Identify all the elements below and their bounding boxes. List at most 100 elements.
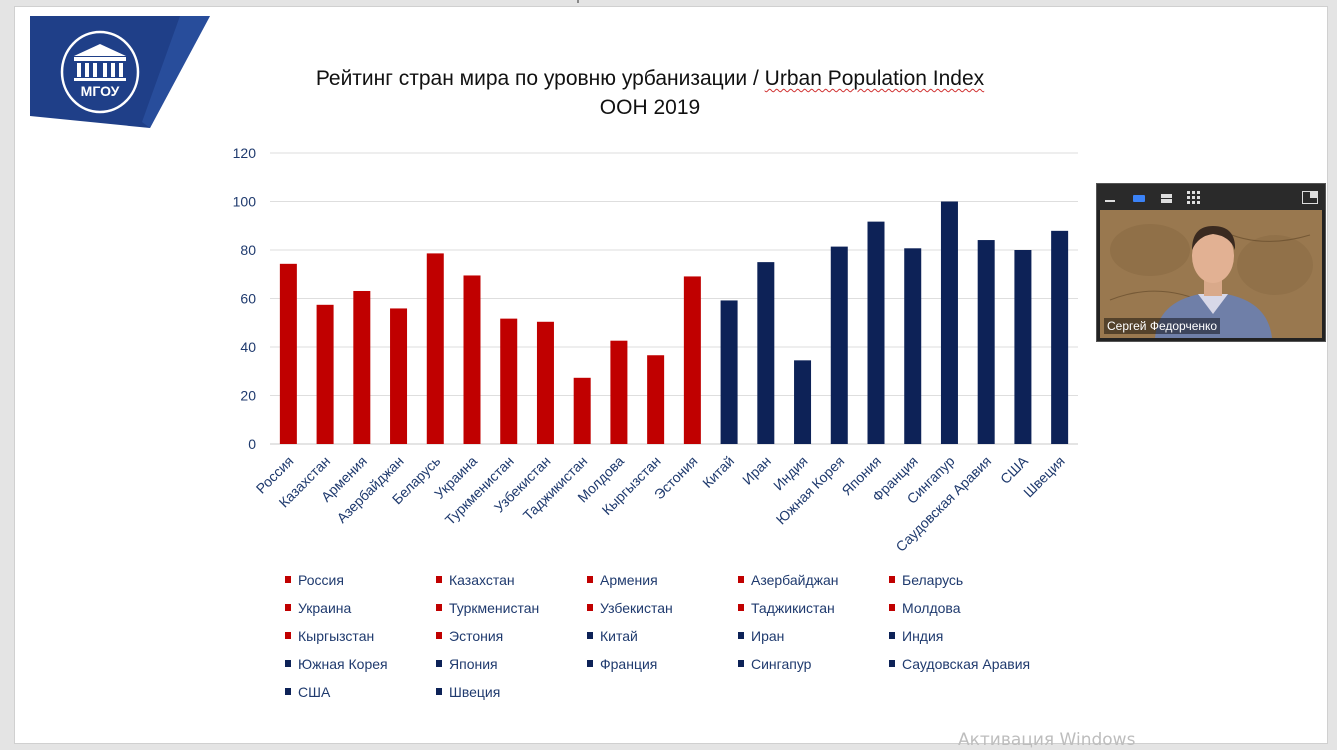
legend-item: Швеция: [436, 684, 500, 700]
legend-item: США: [285, 684, 330, 700]
university-logo: МГОУ: [30, 16, 210, 128]
bar-12: [683, 276, 701, 444]
bar-10: [610, 340, 628, 444]
legend-swatch: [285, 575, 291, 583]
speaker-view-icon[interactable]: [1133, 195, 1145, 202]
legend-swatch: [436, 575, 442, 583]
legend-swatch: [587, 603, 593, 611]
legend-swatch: [285, 687, 291, 695]
legend-swatch: [285, 603, 291, 611]
minimize-icon[interactable]: [1105, 200, 1115, 202]
legend-item: Южная Корея: [285, 656, 388, 672]
bar-20: [977, 240, 995, 444]
chart-title: Рейтинг стран мира по уровню урбанизации…: [230, 64, 1070, 122]
legend-swatch: [738, 631, 744, 639]
bar-15: [794, 360, 812, 444]
chart-x-ticks: РоссияКазахстанАрменияАзербайджанБеларус…: [253, 452, 1068, 554]
legend-swatch: [587, 659, 593, 667]
legend-swatch: [285, 659, 291, 667]
legend-label: Китай: [600, 628, 638, 644]
legend-item: Украина: [285, 600, 351, 616]
legend-swatch: [889, 603, 895, 611]
legend-swatch: [436, 659, 442, 667]
legend-swatch: [587, 575, 593, 583]
legend-item: Армения: [587, 572, 658, 588]
slide: [14, 6, 1328, 744]
chart-bars: [279, 201, 1069, 444]
legend-label: Беларусь: [902, 572, 964, 588]
legend-item: Индия: [889, 628, 943, 644]
logo-text: МГОУ: [81, 83, 120, 99]
legend-item: Франция: [587, 656, 657, 672]
x-tick-label: Китай: [699, 453, 737, 491]
legend-item: Сингапур: [738, 656, 811, 672]
x-tick-label: Иран: [739, 453, 774, 488]
legend-label: Индия: [902, 628, 944, 644]
legend-swatch: [738, 575, 744, 583]
participant-video: Сергей Федорченко: [1100, 210, 1322, 338]
bar-6: [463, 275, 481, 444]
legend-swatch: [436, 603, 442, 611]
legend-item: Узбекистан: [587, 600, 673, 616]
legend-label: Эстония: [449, 628, 504, 644]
legend-item: Кыргызстан: [285, 628, 374, 644]
bar-22: [1051, 230, 1069, 444]
windows-activation-watermark: Активация Windows: [958, 730, 1136, 750]
bar-3: [353, 290, 371, 444]
legend-item: Казахстан: [436, 572, 515, 588]
legend-item: Саудовская Аравия: [889, 656, 1030, 672]
exit-fullscreen-icon[interactable]: [1302, 191, 1318, 204]
legend-item: Эстония: [436, 628, 503, 644]
legend-label: Сингапур: [751, 656, 812, 672]
legend-label: Южная Корея: [298, 656, 388, 672]
legend-item: Таджикистан: [738, 600, 835, 616]
bar-16: [830, 246, 848, 444]
y-tick-label: 20: [240, 388, 256, 404]
legend-item: Беларусь: [889, 572, 963, 588]
bar-9: [573, 377, 591, 444]
legend-label: Армения: [600, 572, 658, 588]
stack-view-icon[interactable]: [1161, 194, 1172, 203]
legend-swatch: [587, 631, 593, 639]
bar-13: [720, 300, 738, 444]
y-tick-label: 120: [233, 145, 257, 161]
bar-2: [316, 304, 334, 444]
chart-title-line2: ООН 2019: [599, 96, 701, 119]
participant-video-frame: [1100, 210, 1322, 338]
bar-19: [940, 201, 958, 444]
bar-21: [1014, 250, 1032, 444]
chart-title-line1: Рейтинг стран мира по уровню урбанизации…: [230, 64, 1070, 93]
video-panel[interactable]: Сергей Федорченко: [1096, 183, 1326, 342]
bar-14: [757, 262, 775, 444]
legend-swatch: [889, 631, 895, 639]
legend-label: Россия: [298, 572, 344, 588]
legend-label: Узбекистан: [600, 600, 673, 616]
legend-label: Туркменистан: [449, 600, 540, 616]
legend-item: Туркменистан: [436, 600, 539, 616]
legend-label: Казахстан: [449, 572, 515, 588]
bar-18: [904, 248, 922, 444]
bar-8: [536, 321, 554, 444]
legend-label: Швеция: [449, 684, 501, 700]
legend-label: Азербайджан: [751, 572, 839, 588]
legend-item: Япония: [436, 656, 498, 672]
legend-label: Саудовская Аравия: [902, 656, 1031, 672]
legend-label: Таджикистан: [751, 600, 835, 616]
slide-top-mark: [577, 0, 579, 3]
bar-7: [500, 318, 518, 444]
gallery-view-icon[interactable]: [1187, 191, 1201, 205]
building-icon: [60, 30, 140, 114]
legend-item: Иран: [738, 628, 784, 644]
x-tick-label: Швеция: [1020, 453, 1068, 501]
legend-item: Азербайджан: [738, 572, 839, 588]
chart-title-ru: Рейтинг стран мира по уровню урбанизации…: [315, 67, 765, 90]
chart-title-en: Urban Population Index: [764, 67, 985, 90]
legend-swatch: [738, 603, 744, 611]
legend-swatch: [889, 659, 895, 667]
legend-item: Китай: [587, 628, 638, 644]
y-tick-label: 60: [240, 291, 256, 307]
legend-swatch: [889, 575, 895, 583]
participant-name: Сергей Федорченко: [1104, 318, 1221, 334]
legend-label: Иран: [751, 628, 785, 644]
legend-swatch: [285, 631, 291, 639]
